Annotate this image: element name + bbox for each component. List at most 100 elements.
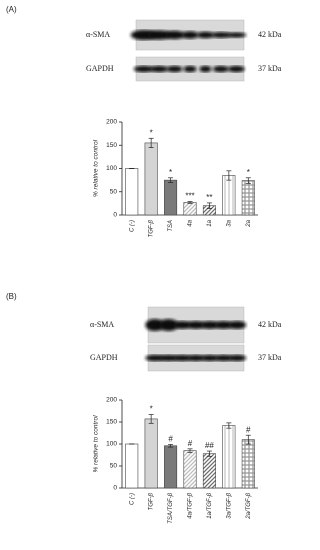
blot-band [196,31,214,39]
error-bar [187,201,193,204]
y-tick-label: 150 [106,142,117,149]
y-tick-label: 50 [110,463,118,470]
bar [144,142,158,216]
blot-band [147,30,172,40]
blot-size: 37 kDa [258,353,282,362]
blot-band [214,321,233,329]
y-tick-label: 0 [113,212,117,219]
significance-mark: # [188,439,193,448]
bar [222,425,236,489]
significance-mark: *** [185,192,194,201]
significance-mark: ## [205,441,214,450]
bar [125,168,139,216]
x-tick-label: 2a/TGF-β [246,492,252,519]
x-tick-label: TSA [168,220,174,232]
y-tick-label: 200 [106,119,117,126]
x-tick-label: TGF-β [149,219,155,237]
bar [241,180,255,216]
error-bar [206,202,212,209]
bar [222,175,236,216]
blot-label: α-SMA [90,320,114,329]
y-tick-label: 100 [106,441,117,448]
blot-band [187,321,205,329]
bar [202,453,216,489]
blot-band [227,65,245,73]
blot-label: GAPDH [90,353,118,362]
error-bar [148,414,154,424]
blot-band [159,319,179,331]
x-tick-label: 4a [188,219,194,226]
significance-mark: # [246,425,251,434]
x-tick-label: 1a/TGF-β [207,492,213,518]
bar [125,443,139,489]
x-tick-label: 2a [246,219,252,227]
panel-label: (A) [6,5,17,14]
blot-band [183,65,197,73]
bar [144,418,158,489]
error-bar [206,450,212,457]
significance-mark: * [169,168,172,177]
significance-mark: * [150,405,153,414]
error-bar [226,422,232,429]
blot-band [200,321,219,329]
error-bar [245,177,251,184]
blot-band [212,65,229,73]
significance-mark: # [168,435,173,444]
error-bar [226,170,232,181]
x-tick-label: 3a [226,219,232,226]
x-tick-label: 4a/TGF-β [188,492,194,518]
x-tick-label: 1a [207,219,213,226]
blot-band [159,354,179,362]
y-tick-label: 150 [106,419,117,426]
bar [183,202,197,216]
y-axis-label: % relative to control [93,415,100,473]
bar [241,439,255,489]
panel-label: (B) [6,292,17,301]
blot-size: 42 kDa [258,30,282,39]
significance-mark: ** [206,193,212,202]
error-bar [168,444,174,448]
blot-band [214,354,233,362]
blot-band [164,30,185,40]
blot-band [145,354,165,362]
blot-band [181,31,199,39]
error-bar [168,177,174,183]
y-tick-label: 200 [106,397,117,404]
error-bar [148,137,154,148]
blot-band [226,32,247,38]
blot-band [201,354,219,362]
blot-band [166,65,183,73]
blot-band [173,321,192,329]
y-tick-label: 50 [110,188,118,195]
blot-band [150,65,169,73]
blot-band [228,354,247,362]
x-tick-label: 3a/TGF-β [226,492,232,518]
bar [164,179,178,216]
blot-size: 42 kDa [258,320,282,329]
y-tick-label: 0 [113,485,117,492]
page: {"chart_data": [ {"type": "bar", "panel_… [6,5,282,524]
blot-band [187,354,205,362]
y-axis-label: % relative to control [93,139,100,197]
bar [183,450,197,489]
x-tick-label: TGF-β [149,492,155,510]
figure: (A) α-SMA 42 kDa GAPDH 37 kDa 0 50 100 150 200 % r… [6,5,282,524]
bar [164,445,178,489]
blot-band [211,32,231,38]
x-tick-label: TSA/TGF-β [168,492,174,523]
significance-mark: * [247,168,250,177]
x-tick-label: C (-) [129,220,135,232]
blot-band [228,321,247,329]
error-bar [245,434,251,445]
x-tick-label: C (-) [129,493,135,505]
blot-size: 37 kDa [258,64,282,73]
blot-label: GAPDH [86,64,114,73]
significance-mark: * [150,128,153,137]
blot-label: α-SMA [86,30,110,39]
blot-band [173,354,192,362]
blot-band [199,65,212,73]
blot-band [145,319,165,331]
y-tick-label: 100 [106,165,117,172]
blot-band [133,65,154,73]
error-bar [187,448,193,453]
